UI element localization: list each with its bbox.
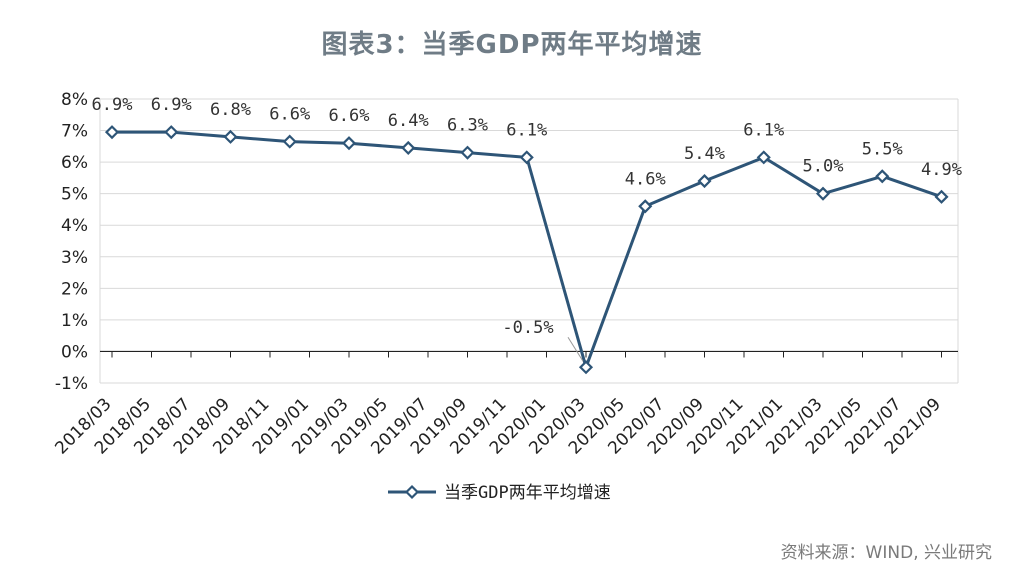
data-label: 4.9%	[921, 160, 962, 180]
data-label: 6.9%	[151, 95, 192, 115]
y-tick-label: 7%	[61, 122, 88, 142]
source-note: 资料来源：WIND, 兴业研究	[780, 543, 992, 563]
data-point	[104, 125, 120, 140]
data-point	[282, 134, 297, 149]
data-label: 6.4%	[388, 111, 429, 131]
data-point	[401, 140, 416, 155]
y-tick-label: 1%	[61, 311, 88, 331]
data-label: 5.0%	[803, 157, 844, 177]
data-point	[341, 136, 357, 151]
y-tick-label: 4%	[61, 216, 88, 236]
data-point	[460, 145, 475, 160]
legend-label: 当季GDP两年平均增速	[444, 483, 611, 503]
y-tick-label: 8%	[61, 90, 88, 110]
data-point	[756, 150, 771, 165]
data-point	[934, 189, 949, 204]
data-label: 5.4%	[684, 144, 725, 164]
y-tick-label: 2%	[61, 279, 88, 299]
data-point	[578, 360, 594, 375]
data-label: 6.8%	[210, 100, 251, 120]
data-point	[697, 173, 712, 189]
data-point	[519, 150, 534, 165]
y-tick-label: -1%	[55, 374, 88, 394]
data-point	[223, 129, 238, 144]
data-label: 6.6%	[269, 105, 310, 125]
y-tick-label: 5%	[61, 185, 88, 205]
data-label: 6.3%	[447, 116, 488, 136]
data-label: 4.6%	[625, 169, 666, 189]
y-tick-label: 3%	[61, 248, 88, 268]
chart-title: 图表3：当季GDP两年平均增速	[321, 30, 703, 60]
data-label: 6.6%	[329, 106, 370, 126]
y-tick-label: 6%	[61, 153, 88, 173]
data-label: 6.1%	[506, 120, 547, 140]
data-label: 5.5%	[862, 139, 903, 159]
data-label: -0.5%	[502, 318, 553, 338]
data-point	[815, 186, 831, 201]
data-label: 6.1%	[743, 120, 784, 140]
data-label: 6.9%	[92, 95, 133, 115]
legend-marker	[404, 484, 420, 500]
y-tick-label: 0%	[61, 342, 88, 362]
label-leader-line	[567, 336, 584, 362]
data-point	[164, 125, 179, 140]
data-point	[875, 169, 890, 184]
data-point	[638, 199, 653, 214]
